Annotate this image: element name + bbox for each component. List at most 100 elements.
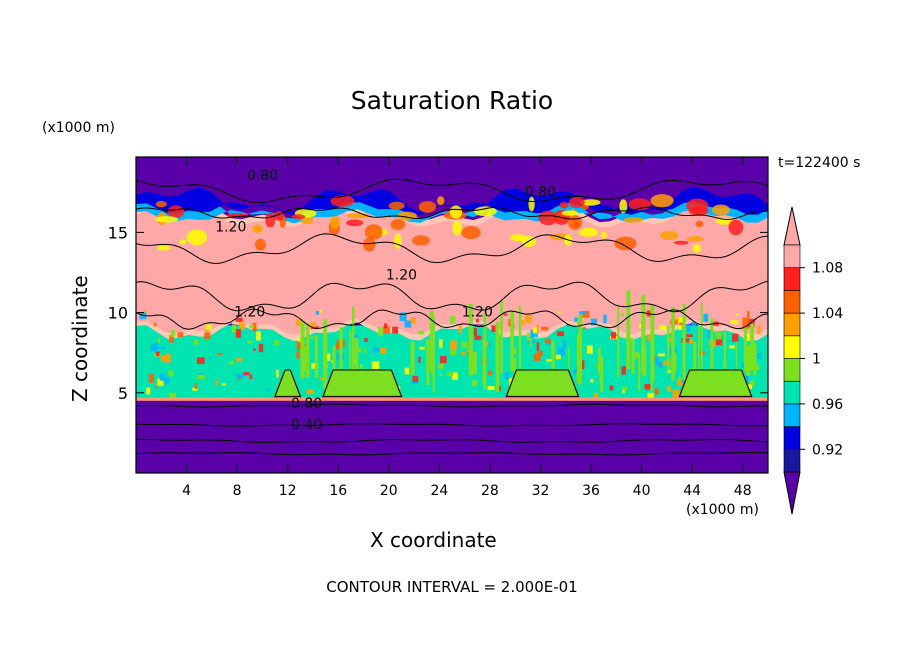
field-cell-mid xyxy=(485,341,489,346)
field-cell-mid xyxy=(168,392,176,401)
field-cell-mid xyxy=(364,338,368,342)
plot-area: 0.80 0.80 1.20 1.20 1.20 1.20 0.80 0.40 xyxy=(136,157,768,473)
y-axis-ticks: 5 10 15 xyxy=(108,223,768,403)
x-axis-unit: (x1000 m) xyxy=(686,502,759,518)
field-cell-column xyxy=(500,300,503,374)
field-upper-transition xyxy=(136,193,768,224)
field-cell-upper xyxy=(619,199,628,214)
contour-label: 1.20 xyxy=(462,305,493,321)
chart-title: Saturation Ratio xyxy=(350,86,554,115)
field-cell-mid xyxy=(591,318,598,326)
field-cell-mid xyxy=(253,348,256,351)
field-cell-upper xyxy=(186,229,208,246)
field-cell-mid xyxy=(678,376,685,381)
field-cell-mid xyxy=(404,320,412,328)
field-cell-upper xyxy=(509,234,527,242)
field-cell-mid xyxy=(377,327,384,336)
field-cell-mid xyxy=(371,361,380,370)
field-cell-upper xyxy=(580,199,601,206)
field-cell-mid xyxy=(474,335,482,340)
field-layer-dry-lower xyxy=(136,400,768,473)
field-cell-upper xyxy=(650,194,674,208)
field-cell-mid xyxy=(703,313,709,322)
field-cell-mid xyxy=(168,370,174,377)
field-cell-mid xyxy=(243,372,250,376)
contour-label: 0.40 xyxy=(291,417,322,433)
field-cell-mid xyxy=(192,387,198,391)
x-tick-label: 36 xyxy=(582,483,600,499)
colorbar-swatch xyxy=(783,290,801,314)
x-tick-label: 24 xyxy=(430,483,448,499)
field-cell-mid xyxy=(747,311,750,318)
field-cell-mid xyxy=(544,338,551,343)
field-cell-mid xyxy=(440,355,447,364)
field-cell-mid xyxy=(156,378,164,386)
field-cell-mid xyxy=(411,381,419,385)
field-cell-mid xyxy=(166,353,171,363)
field-cell-mid xyxy=(657,353,666,357)
field-cell-mid xyxy=(438,338,443,348)
field-cell-mid xyxy=(715,336,723,346)
field-cell-mid xyxy=(677,317,684,324)
field-cell-column xyxy=(671,306,675,381)
field-cell-upper xyxy=(600,231,607,239)
field-cell-upper xyxy=(686,236,705,242)
field-cell-column xyxy=(513,357,516,375)
field-cell-mid xyxy=(372,346,380,353)
field-cell-mid xyxy=(707,330,711,339)
y-axis-unit: (x1000 m) xyxy=(42,120,115,136)
field-cell-mid xyxy=(247,340,253,344)
field-cell-upper xyxy=(364,224,383,240)
contour-line xyxy=(136,280,768,313)
field-cell-mid xyxy=(177,332,184,338)
cloud-base-inner-0 xyxy=(274,369,302,397)
field-cell-column xyxy=(743,327,748,372)
field-cell-mid xyxy=(383,326,390,334)
y-tick-label: 15 xyxy=(108,223,128,242)
field-cell-column xyxy=(638,353,641,391)
colorbar-swatch xyxy=(783,267,801,291)
cloud-base-inner-1 xyxy=(322,369,403,397)
field-cell-mid xyxy=(530,329,533,338)
field-cell-upper xyxy=(528,196,535,212)
field-cell-mid xyxy=(488,370,493,376)
colorbar-swatch xyxy=(783,312,801,337)
colorbar-swatch xyxy=(783,244,801,269)
field-cell-column xyxy=(339,327,343,385)
field-cell-mid xyxy=(667,385,671,393)
field-cell-upper xyxy=(156,245,171,251)
contour-label: 1.20 xyxy=(215,220,246,236)
field-cell-mid xyxy=(557,347,565,356)
field-cell-upper xyxy=(346,219,364,227)
contour-line xyxy=(136,423,768,427)
field-cell-mid xyxy=(418,356,421,363)
field-cell-mid xyxy=(450,347,457,356)
field-cell-mid xyxy=(310,322,316,328)
field-cell-column xyxy=(723,331,726,382)
field-cell-column xyxy=(482,339,485,384)
field-cell-mid xyxy=(530,331,538,338)
field-cell-mid xyxy=(296,351,300,359)
field-cell-mid xyxy=(319,309,322,313)
field-cell-mid xyxy=(647,392,654,398)
x-tick-label: 16 xyxy=(329,483,347,499)
field-cell-column xyxy=(626,289,631,370)
field-cell-upper xyxy=(568,196,585,209)
x-tick-label: 44 xyxy=(683,483,701,499)
contour-label: 1.20 xyxy=(386,268,417,284)
field-cell-mid xyxy=(715,331,722,340)
field-cell-mid xyxy=(471,379,478,387)
field-cell-mid xyxy=(504,372,510,379)
colorbar-swatch xyxy=(783,335,801,359)
field-cell-column xyxy=(576,335,580,383)
field-cell-mid xyxy=(742,317,750,324)
field-cell-mid xyxy=(449,340,458,349)
field-cell-upper xyxy=(394,233,402,250)
field-cell-column xyxy=(510,311,515,371)
field-cell-upper xyxy=(291,214,306,220)
field-cell-column xyxy=(631,338,635,374)
field-cell-mid xyxy=(164,377,170,385)
field-cell-column xyxy=(495,321,500,392)
field-cell-upper xyxy=(614,236,637,251)
